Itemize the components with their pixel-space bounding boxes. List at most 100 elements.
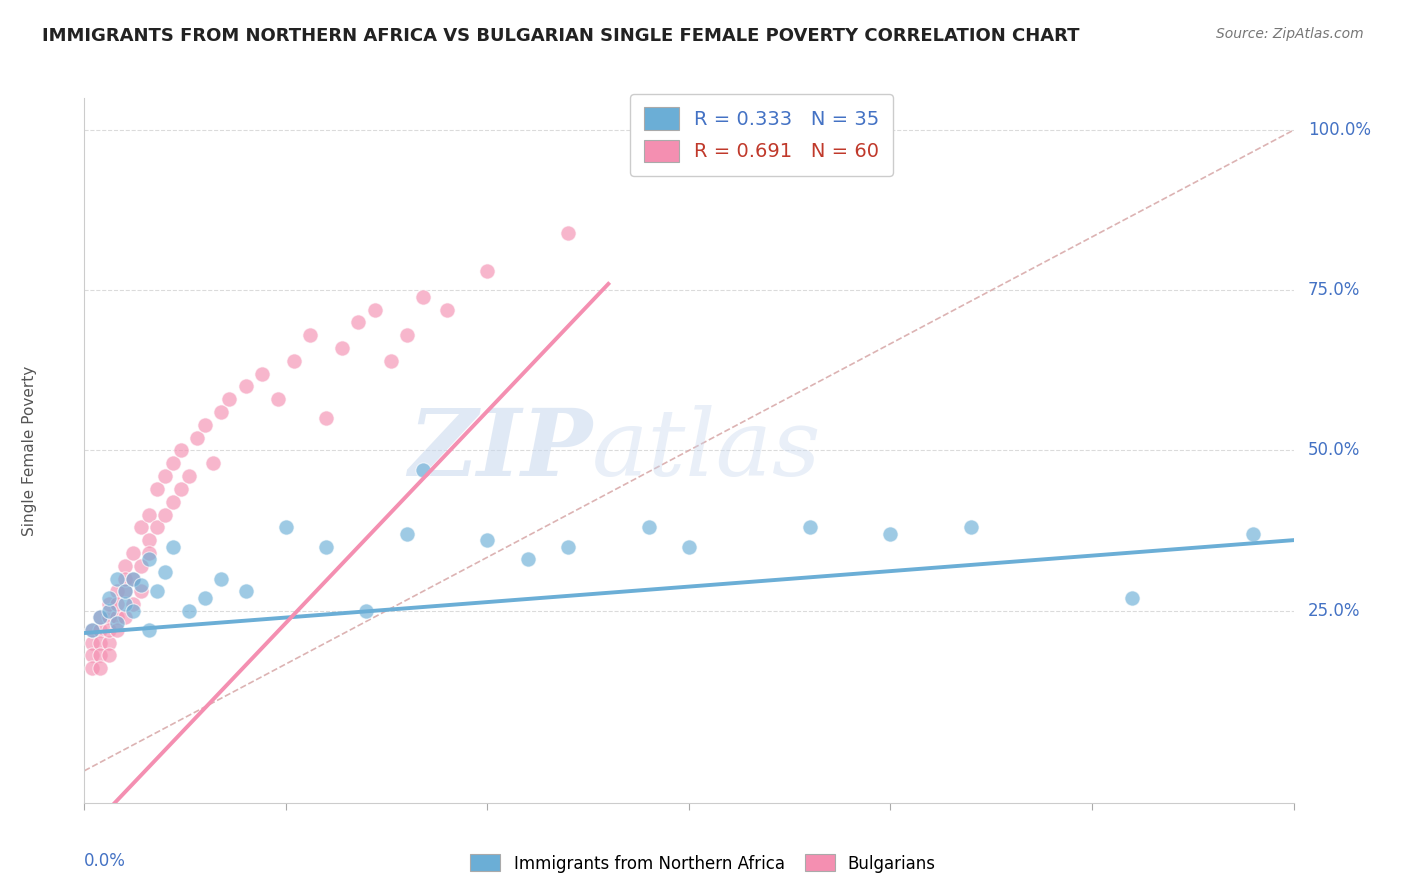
- Point: [97, 610, 120, 624]
- Point: [89, 661, 111, 675]
- Text: 0.0%: 0.0%: [84, 852, 127, 870]
- Point: [412, 290, 434, 304]
- Point: [637, 520, 659, 534]
- Point: [82, 661, 104, 675]
- Point: [1241, 526, 1264, 541]
- Point: [129, 520, 152, 534]
- Legend: Immigrants from Northern Africa, Bulgarians: Immigrants from Northern Africa, Bulgari…: [464, 847, 942, 880]
- Point: [121, 572, 143, 586]
- Point: [153, 469, 176, 483]
- Point: [89, 610, 111, 624]
- Point: [105, 616, 128, 631]
- Point: [799, 520, 821, 534]
- Point: [170, 443, 193, 458]
- Point: [105, 572, 128, 586]
- Point: [138, 552, 160, 566]
- Point: [960, 520, 983, 534]
- Point: [209, 572, 232, 586]
- Point: [477, 264, 499, 278]
- Point: [218, 392, 240, 407]
- Text: 25.0%: 25.0%: [1308, 601, 1361, 620]
- Point: [356, 604, 378, 618]
- Point: [114, 572, 136, 586]
- Point: [162, 494, 184, 508]
- Point: [162, 540, 184, 554]
- Point: [129, 578, 152, 592]
- Point: [153, 508, 176, 522]
- Point: [121, 604, 143, 618]
- Point: [146, 520, 169, 534]
- Point: [105, 610, 128, 624]
- Point: [138, 546, 160, 560]
- Point: [82, 648, 104, 663]
- Point: [516, 552, 538, 566]
- Point: [477, 533, 499, 548]
- Point: [82, 635, 104, 649]
- Point: [129, 558, 152, 573]
- Point: [162, 456, 184, 470]
- Point: [557, 540, 579, 554]
- Point: [412, 463, 434, 477]
- Point: [97, 591, 120, 605]
- Point: [105, 623, 128, 637]
- Point: [138, 508, 160, 522]
- Text: IMMIGRANTS FROM NORTHERN AFRICA VS BULGARIAN SINGLE FEMALE POVERTY CORRELATION C: IMMIGRANTS FROM NORTHERN AFRICA VS BULGA…: [42, 27, 1080, 45]
- Point: [179, 604, 201, 618]
- Point: [1121, 591, 1143, 605]
- Point: [250, 367, 273, 381]
- Point: [194, 591, 217, 605]
- Point: [202, 456, 225, 470]
- Point: [146, 584, 169, 599]
- Point: [105, 584, 128, 599]
- Point: [436, 302, 458, 317]
- Point: [146, 482, 169, 496]
- Point: [138, 623, 160, 637]
- Point: [267, 392, 290, 407]
- Point: [105, 597, 128, 611]
- Point: [89, 610, 111, 624]
- Point: [89, 648, 111, 663]
- Point: [315, 411, 337, 425]
- Point: [274, 520, 297, 534]
- Point: [114, 610, 136, 624]
- Point: [879, 526, 901, 541]
- Point: [114, 584, 136, 599]
- Point: [186, 431, 208, 445]
- Text: atlas: atlas: [592, 406, 821, 495]
- Point: [97, 635, 120, 649]
- Point: [97, 648, 120, 663]
- Text: 50.0%: 50.0%: [1308, 442, 1361, 459]
- Text: ZIP: ZIP: [408, 406, 592, 495]
- Point: [678, 540, 700, 554]
- Point: [129, 584, 152, 599]
- Point: [121, 597, 143, 611]
- Text: Single Female Poverty: Single Female Poverty: [22, 366, 38, 535]
- Point: [89, 635, 111, 649]
- Text: 100.0%: 100.0%: [1308, 121, 1371, 139]
- Point: [138, 533, 160, 548]
- Point: [363, 302, 385, 317]
- Point: [82, 623, 104, 637]
- Point: [179, 469, 201, 483]
- Point: [121, 572, 143, 586]
- Point: [89, 623, 111, 637]
- Point: [97, 597, 120, 611]
- Point: [557, 226, 579, 240]
- Legend: R = 0.333   N = 35, R = 0.691   N = 60: R = 0.333 N = 35, R = 0.691 N = 60: [630, 94, 893, 176]
- Point: [235, 379, 257, 393]
- Point: [97, 604, 120, 618]
- Point: [114, 597, 136, 611]
- Text: 75.0%: 75.0%: [1308, 281, 1361, 300]
- Point: [299, 328, 322, 343]
- Point: [97, 623, 120, 637]
- Point: [347, 315, 370, 329]
- Point: [170, 482, 193, 496]
- Point: [380, 353, 402, 368]
- Text: Source: ZipAtlas.com: Source: ZipAtlas.com: [1216, 27, 1364, 41]
- Point: [330, 341, 353, 355]
- Point: [395, 526, 418, 541]
- Point: [283, 353, 305, 368]
- Point: [82, 623, 104, 637]
- Point: [194, 417, 217, 432]
- Point: [153, 565, 176, 579]
